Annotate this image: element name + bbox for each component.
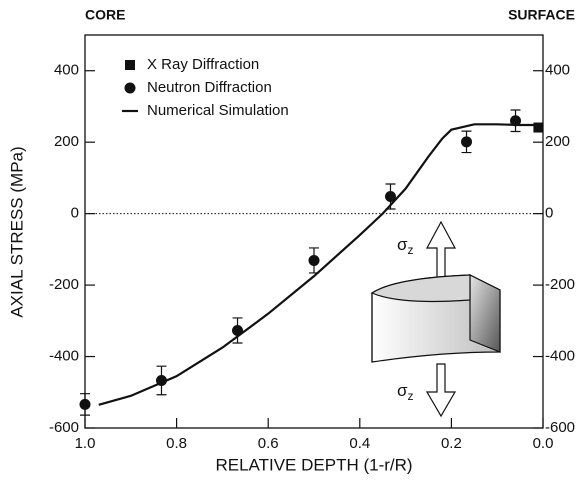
sigma-sub: z <box>408 243 414 257</box>
x-tick-label: 0.4 <box>349 435 370 452</box>
data-point <box>308 254 320 266</box>
sigma-label: σz <box>397 381 414 403</box>
data-point <box>79 398 91 410</box>
sigma: σ <box>397 235 408 254</box>
y-tick-label: 400 <box>545 62 570 79</box>
data-point <box>533 122 544 133</box>
legend-label: Numerical Simulation <box>147 102 289 119</box>
y-tick-label: 200 <box>545 133 570 150</box>
x-tick-label: 0.8 <box>166 435 187 452</box>
x-tick-label: 0.2 <box>441 435 462 452</box>
legend-label: Neutron Diffraction <box>147 79 272 96</box>
sigma-sub: z <box>408 389 414 403</box>
y-tick-label: -400 <box>545 348 575 365</box>
y-tick-label: -400 <box>49 348 79 365</box>
data-point <box>461 136 473 148</box>
sim-line <box>98 123 543 406</box>
x-axis-title: RELATIVE DEPTH (1-r/R) <box>215 455 412 474</box>
sigma-label: σz <box>397 235 414 257</box>
inset-sketch: σz σz <box>370 220 501 418</box>
y-tick-label: -200 <box>545 276 575 293</box>
x-tick-label: 0.0 <box>533 435 554 452</box>
y-tick-label: 400 <box>54 62 79 79</box>
sigma: σ <box>397 381 408 400</box>
y-tick-label: 200 <box>54 133 79 150</box>
legend-swatch <box>124 82 136 94</box>
y-tick-label: -600 <box>545 419 575 436</box>
y-tick-label: 0 <box>545 205 553 222</box>
y-tick-label: -600 <box>49 419 79 436</box>
data-point <box>510 115 522 127</box>
x-tick-label: 1.0 <box>75 435 96 452</box>
legend-label: X Ray Diffraction <box>147 56 259 73</box>
x-tick-label: 0.6 <box>258 435 279 452</box>
corner-label: SURFACE <box>508 7 575 23</box>
legend-swatch <box>125 60 135 70</box>
corner-label: CORE <box>85 7 125 23</box>
y-tick-label: -200 <box>49 276 79 293</box>
y-axis-title: AXIAL STRESS (MPa) <box>7 146 26 317</box>
y-tick-label: 0 <box>71 205 79 222</box>
data-point <box>384 190 396 202</box>
plot-frame <box>84 34 544 429</box>
